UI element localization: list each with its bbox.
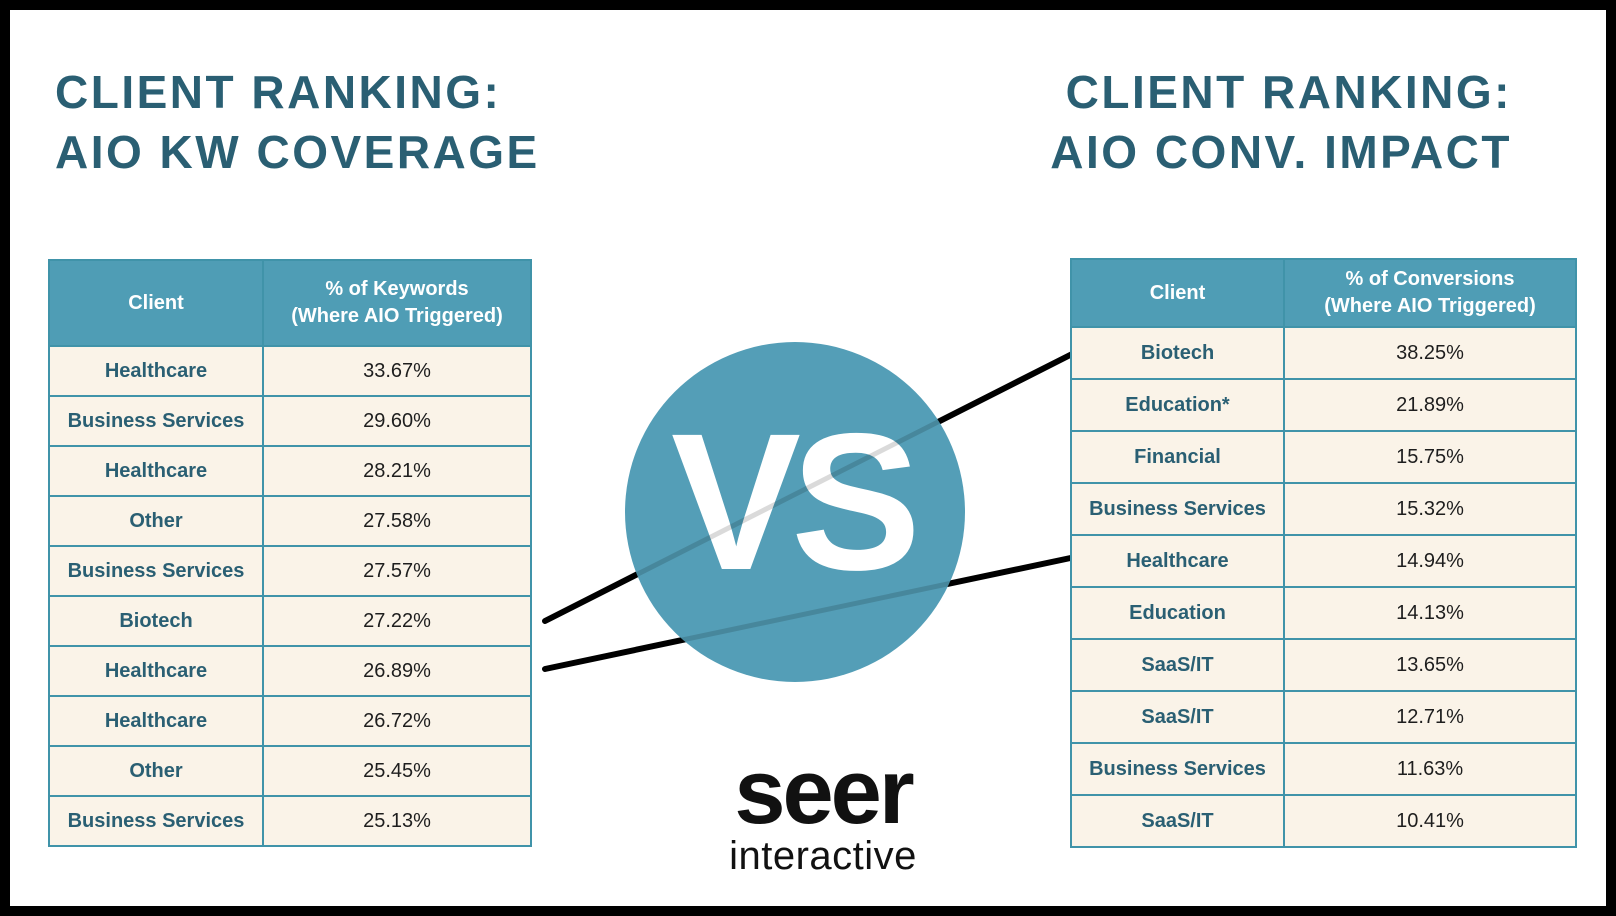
- client-cell: Business Services: [1070, 742, 1285, 796]
- table-row: Healthcare 26.89%: [48, 645, 532, 697]
- vs-label: VS: [670, 392, 921, 611]
- logo-wordmark: seer: [734, 741, 914, 843]
- table-header-row: Client % of Keywords (Where AIO Triggere…: [48, 259, 532, 347]
- client-cell: SaaS/IT: [1070, 690, 1285, 744]
- right-title-line1: CLIENT RANKING:: [1065, 66, 1512, 118]
- table-row: Healthcare 28.21%: [48, 445, 532, 497]
- table-row: Biotech 27.22%: [48, 595, 532, 647]
- value-cell: 15.75%: [1283, 430, 1577, 484]
- client-cell: Healthcare: [1070, 534, 1285, 588]
- table-row: Biotech 38.25%: [1070, 326, 1577, 380]
- value-cell: 13.65%: [1283, 638, 1577, 692]
- table-row: Business Services 29.60%: [48, 395, 532, 447]
- table-row: Business Services 11.63%: [1070, 742, 1577, 796]
- client-cell: Biotech: [48, 595, 264, 647]
- table-row: SaaS/IT 12.71%: [1070, 690, 1577, 744]
- client-cell: Biotech: [1070, 326, 1285, 380]
- value-cell: 14.13%: [1283, 586, 1577, 640]
- table-row: Education* 21.89%: [1070, 378, 1577, 432]
- value-cell: 12.71%: [1283, 690, 1577, 744]
- client-cell: Business Services: [48, 545, 264, 597]
- value-cell: 11.63%: [1283, 742, 1577, 796]
- value-cell: 21.89%: [1283, 378, 1577, 432]
- left-title-line1: CLIENT RANKING:: [55, 66, 502, 118]
- table-row: SaaS/IT 10.41%: [1070, 794, 1577, 848]
- client-cell: Healthcare: [48, 445, 264, 497]
- right-title: CLIENT RANKING: AIO CONV. IMPACT: [1050, 62, 1512, 182]
- client-cell: Other: [48, 745, 264, 797]
- table-row: Education 14.13%: [1070, 586, 1577, 640]
- value-cell: 26.72%: [262, 695, 532, 747]
- seer-interactive-logo: seer interactive: [729, 741, 917, 878]
- client-cell: Other: [48, 495, 264, 547]
- table-row: Healthcare 26.72%: [48, 695, 532, 747]
- value-cell: 26.89%: [262, 645, 532, 697]
- conversions-header-line2: (Where AIO Triggered): [1324, 295, 1536, 317]
- value-cell: 25.45%: [262, 745, 532, 797]
- table-row: SaaS/IT 13.65%: [1070, 638, 1577, 692]
- value-cell: 10.41%: [1283, 794, 1577, 848]
- left-title: CLIENT RANKING: AIO KW COVERAGE: [55, 62, 540, 182]
- value-cell: 15.32%: [1283, 482, 1577, 536]
- client-column-header: Client: [48, 259, 264, 347]
- value-cell: 33.67%: [262, 345, 532, 397]
- value-cell: 29.60%: [262, 395, 532, 447]
- table-row: Financial 15.75%: [1070, 430, 1577, 484]
- value-cell: 28.21%: [262, 445, 532, 497]
- client-cell: Financial: [1070, 430, 1285, 484]
- table-row: Business Services 25.13%: [48, 795, 532, 847]
- client-cell: Healthcare: [48, 695, 264, 747]
- value-cell: 27.57%: [262, 545, 532, 597]
- value-cell: 27.22%: [262, 595, 532, 647]
- value-cell: 38.25%: [1283, 326, 1577, 380]
- value-cell: 27.58%: [262, 495, 532, 547]
- right-title-line2: AIO CONV. IMPACT: [1050, 126, 1512, 178]
- client-cell: Education: [1070, 586, 1285, 640]
- keywords-header-line1: % of Keywords: [325, 278, 469, 300]
- vs-badge-circle: VS: [625, 342, 965, 682]
- logo-subtext: interactive: [729, 834, 917, 878]
- table-row: Business Services 27.57%: [48, 545, 532, 597]
- keywords-column-header: % of Keywords (Where AIO Triggered): [262, 259, 532, 347]
- table-header-row: Client % of Conversions (Where AIO Trigg…: [1070, 258, 1577, 328]
- client-cell: Healthcare: [48, 645, 264, 697]
- table-row: Other 25.45%: [48, 745, 532, 797]
- client-cell: Healthcare: [48, 345, 264, 397]
- conversions-column-header: % of Conversions (Where AIO Triggered): [1283, 258, 1577, 328]
- value-cell: 14.94%: [1283, 534, 1577, 588]
- client-column-header: Client: [1070, 258, 1285, 328]
- table-row: Business Services 15.32%: [1070, 482, 1577, 536]
- kw-coverage-table: Client % of Keywords (Where AIO Triggere…: [48, 259, 532, 847]
- client-cell: Business Services: [48, 395, 264, 447]
- conversions-header-line1: % of Conversions: [1345, 268, 1515, 290]
- table-row: Healthcare 33.67%: [48, 345, 532, 397]
- conv-impact-table: Client % of Conversions (Where AIO Trigg…: [1070, 258, 1577, 848]
- table-row: Healthcare 14.94%: [1070, 534, 1577, 588]
- client-cell: Education*: [1070, 378, 1285, 432]
- table-row: Other 27.58%: [48, 495, 532, 547]
- value-cell: 25.13%: [262, 795, 532, 847]
- keywords-header-line2: (Where AIO Triggered): [291, 305, 503, 327]
- client-cell: Business Services: [48, 795, 264, 847]
- client-cell: SaaS/IT: [1070, 638, 1285, 692]
- client-cell: SaaS/IT: [1070, 794, 1285, 848]
- left-title-line2: AIO KW COVERAGE: [55, 126, 540, 178]
- client-cell: Business Services: [1070, 482, 1285, 536]
